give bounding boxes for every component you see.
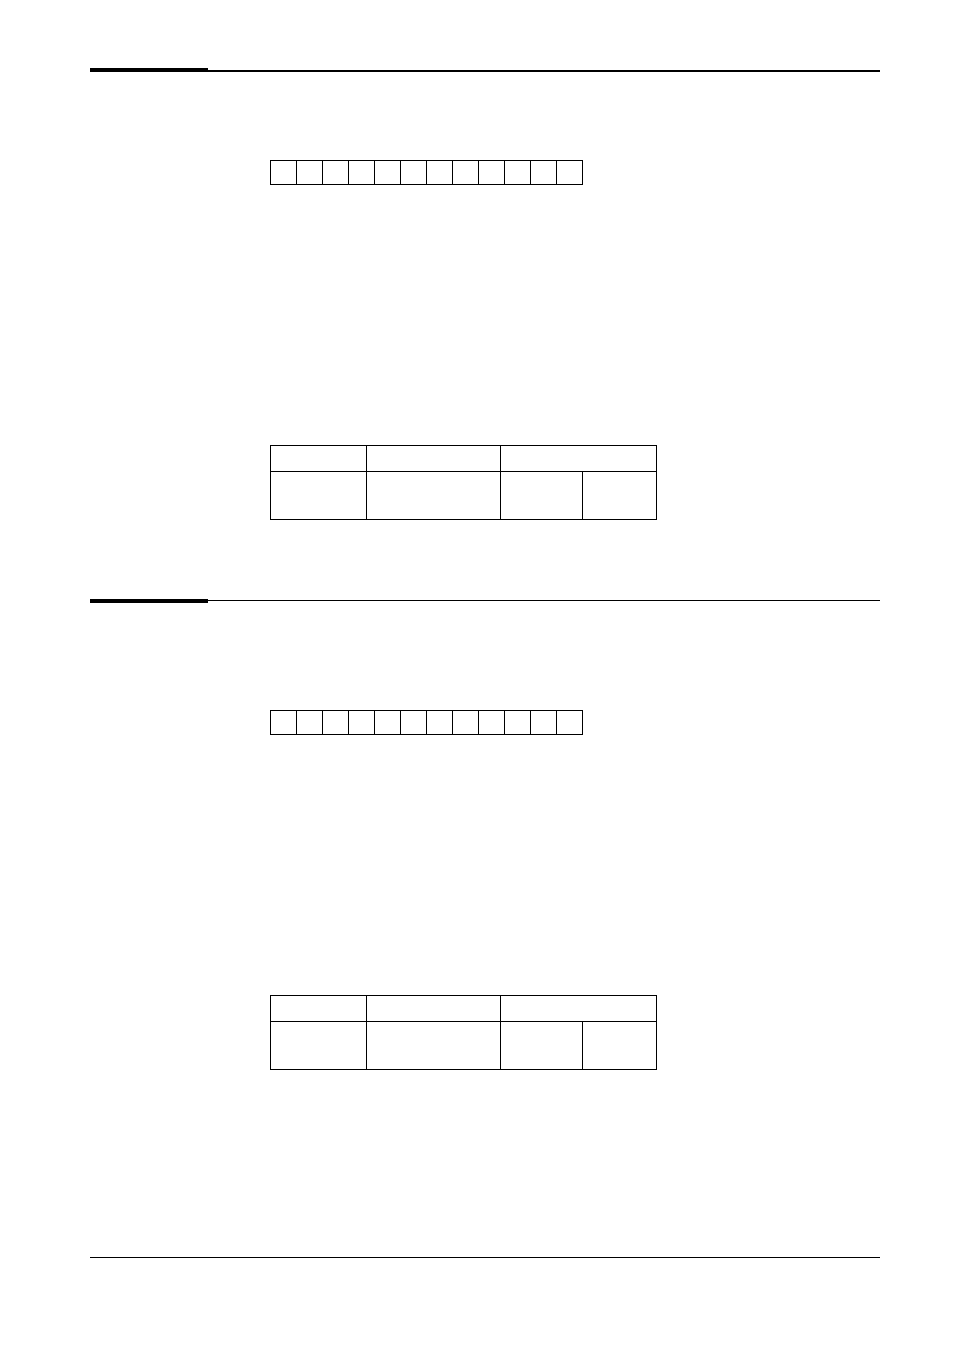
table-row — [271, 472, 657, 520]
bit-cell — [556, 710, 583, 735]
bit-cell — [348, 160, 375, 185]
bit-field-grid-2 — [270, 710, 874, 735]
page — [0, 0, 954, 1346]
section-2 — [80, 600, 874, 1070]
header-divider-accent — [90, 68, 208, 72]
table-cell — [271, 472, 367, 520]
section-divider — [90, 600, 880, 601]
table-cell — [501, 1022, 583, 1070]
bit-cell — [270, 710, 297, 735]
bit-cell — [374, 160, 401, 185]
bit-cell — [400, 160, 427, 185]
bit-cell — [478, 160, 505, 185]
bit-cell — [478, 710, 505, 735]
table-cell — [583, 1022, 657, 1070]
table-cell — [501, 446, 657, 472]
section-1 — [80, 160, 874, 520]
bit-cell — [322, 710, 349, 735]
table-cell — [367, 446, 501, 472]
bit-cell — [400, 710, 427, 735]
bit-cell — [322, 160, 349, 185]
table-cell — [501, 996, 657, 1022]
bit-cell — [504, 710, 531, 735]
format-table-1 — [270, 445, 657, 520]
table-cell — [583, 472, 657, 520]
table-row — [271, 446, 657, 472]
bit-cell — [530, 710, 557, 735]
bit-field-grid-1 — [270, 160, 874, 185]
table-cell — [367, 1022, 501, 1070]
bit-cell — [452, 710, 479, 735]
header-divider — [90, 70, 880, 72]
bit-cell — [296, 710, 323, 735]
bit-cell — [426, 160, 453, 185]
table-row — [271, 1022, 657, 1070]
table-cell — [367, 996, 501, 1022]
format-table-2 — [270, 995, 657, 1070]
footer-divider — [90, 1257, 880, 1258]
table-cell — [271, 996, 367, 1022]
bit-cell — [270, 160, 297, 185]
bit-cell — [530, 160, 557, 185]
table-cell — [367, 472, 501, 520]
bit-cell — [556, 160, 583, 185]
bit-cell — [452, 160, 479, 185]
table-cell — [271, 1022, 367, 1070]
section-divider-accent — [90, 599, 208, 603]
bit-cell — [348, 710, 375, 735]
bit-cell — [504, 160, 531, 185]
bit-cell — [296, 160, 323, 185]
table-cell — [501, 472, 583, 520]
table-cell — [271, 446, 367, 472]
bit-cell — [426, 710, 453, 735]
bit-cell — [374, 710, 401, 735]
table-row — [271, 996, 657, 1022]
